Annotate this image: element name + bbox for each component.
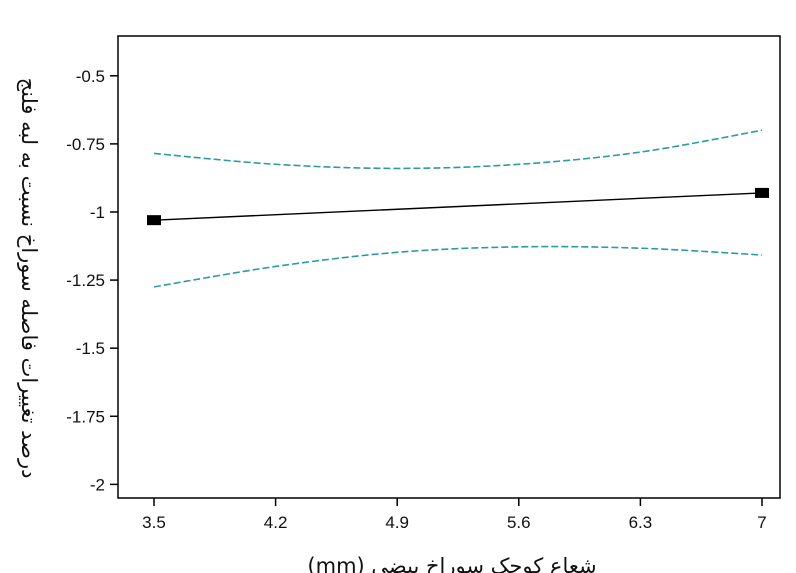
data-point-marker (755, 187, 769, 198)
y-tick-label: -1.75 (66, 407, 105, 426)
x-axis-title: شعاع کوچک سوراخ بیضی (mm) (307, 554, 596, 573)
y-axis-ticks: -0.5 -0.75 -1 -1.25 -1.5 -1.75 -2 (66, 67, 118, 494)
x-tick-label: 6.3 (629, 513, 653, 532)
lower-band-line (153, 245, 763, 288)
x-tick-label: 7 (757, 513, 766, 532)
y-tick-label: -1.25 (66, 271, 105, 290)
y-tick-label: -2 (90, 475, 105, 494)
series-layer (147, 129, 769, 288)
plot-frame (117, 35, 781, 499)
y-axis-title: درصد تغییرات فاصله سوراخ نسبت به لبه فلن… (17, 78, 41, 479)
x-tick-label: 3.5 (142, 513, 166, 532)
x-tick-label: 5.6 (507, 513, 531, 532)
fit-line (153, 192, 763, 221)
y-tick-label: -1.5 (76, 339, 105, 358)
upper-band-line (153, 129, 763, 170)
x-tick-label: 4.2 (264, 513, 288, 532)
x-axis-ticks: 3.5 4.2 4.9 5.6 6.3 7 (142, 498, 767, 532)
data-point-marker (147, 215, 161, 226)
x-tick-label: 4.9 (385, 513, 409, 532)
y-tick-label: -1 (90, 203, 105, 222)
y-tick-label: -0.5 (76, 67, 105, 86)
y-tick-label: -0.75 (66, 135, 105, 154)
